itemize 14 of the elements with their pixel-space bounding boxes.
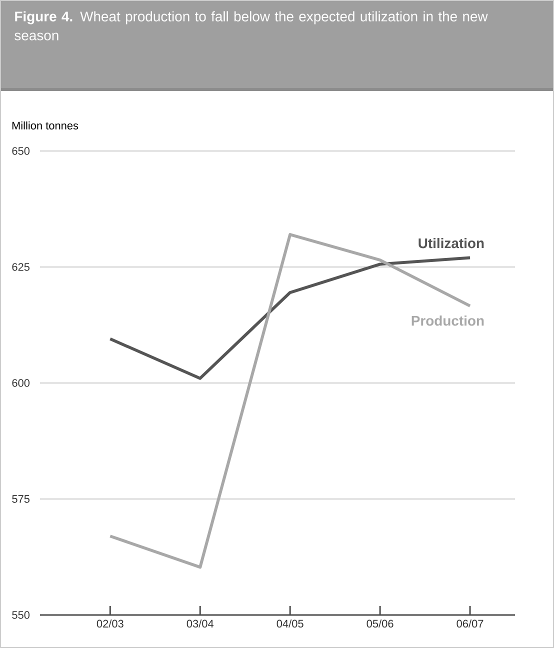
x-tick-label: 03/04	[186, 620, 214, 628]
y-tick-label: 625	[12, 263, 30, 271]
y-tick-label: 550	[12, 611, 30, 619]
x-tick-label: 06/07	[456, 620, 484, 628]
chart-title: Figure 4. Wheat production to fall below the expected utilization in the new season	[14, 11, 488, 40]
x-tick-label: 04/05	[276, 620, 304, 628]
series-label: Production	[412, 315, 484, 326]
series-label: Utilization	[418, 238, 484, 248]
y-tick-label: 600	[12, 379, 30, 387]
y-tick-label: 575	[12, 495, 30, 503]
y-tick-label: 650	[12, 147, 30, 155]
x-tick-label: 05/06	[366, 620, 394, 628]
x-tick-label: 02/03	[96, 620, 124, 628]
y-axis-title: Million tonnes	[12, 121, 78, 130]
